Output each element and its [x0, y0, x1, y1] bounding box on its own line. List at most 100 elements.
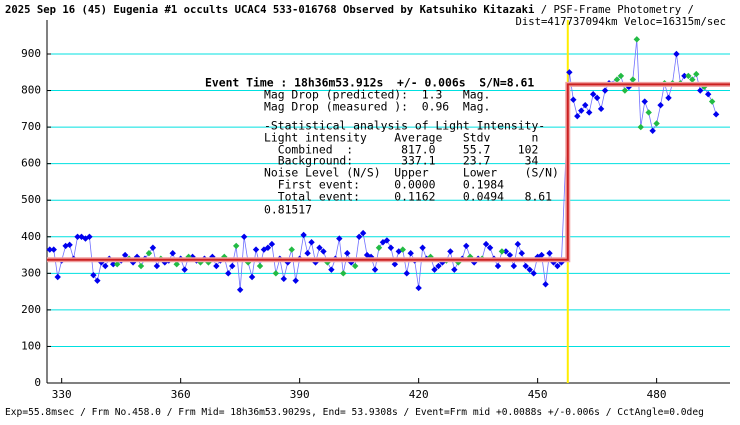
annotation: Noise Level (N/S) Upper Lower (S/N)	[264, 166, 559, 180]
data-point	[272, 270, 280, 277]
connector	[299, 234, 305, 259]
data-point	[359, 229, 367, 237]
y-tick-label: 200	[21, 303, 41, 316]
connector	[338, 238, 344, 274]
annotation: Combined : 817.0 55.7 102	[264, 143, 538, 157]
connector	[672, 53, 677, 84]
connector	[640, 101, 646, 128]
data-point	[601, 87, 609, 94]
connector	[291, 249, 297, 281]
data-point	[229, 262, 236, 270]
data-point	[657, 101, 664, 109]
data-point	[46, 246, 53, 253]
data-point	[213, 262, 220, 270]
data-point	[375, 244, 383, 251]
y-tick-label: 800	[21, 84, 41, 97]
data-point	[463, 242, 470, 250]
data-point	[589, 91, 597, 98]
y-tick-label: 600	[21, 157, 41, 170]
data-point	[435, 262, 442, 270]
y-tick-label: 900	[21, 47, 41, 60]
data-point	[308, 239, 315, 246]
data-point	[173, 260, 180, 268]
footer: Exp=55.8msec / Frm No.458.0 / Frm Mid= 1…	[5, 407, 704, 418]
data-point	[498, 248, 506, 255]
data-point	[582, 101, 589, 109]
data-point	[681, 72, 688, 80]
data-point	[542, 281, 549, 288]
data-point	[629, 76, 637, 83]
annotation: Mag Drop (predicted): 1.3 Mag.	[264, 88, 490, 102]
data-point	[74, 233, 81, 240]
connector	[231, 245, 237, 267]
data-point	[613, 76, 621, 83]
data-point	[236, 286, 244, 293]
data-point	[570, 96, 577, 103]
data-point	[344, 250, 351, 257]
data-point	[689, 76, 696, 83]
data-point	[558, 259, 565, 266]
connector	[53, 249, 59, 278]
data-point	[704, 91, 712, 98]
data-point	[300, 231, 307, 239]
connector	[251, 249, 257, 278]
data-point	[252, 246, 260, 253]
data-point	[114, 260, 121, 268]
chart-title-line: 2025 Sep 16 (45) Eugenia #1 occults UCAC…	[5, 4, 694, 16]
connector	[303, 234, 308, 254]
model-line	[47, 83, 730, 261]
y-tick-label: 300	[21, 266, 41, 279]
connector	[414, 260, 420, 289]
data-point	[566, 69, 573, 76]
data-point	[268, 240, 276, 248]
connector	[295, 258, 301, 281]
connector	[152, 247, 158, 267]
data-point	[149, 244, 157, 251]
data-point	[78, 233, 85, 240]
x-tick-label: 390	[290, 388, 310, 401]
data-point	[585, 109, 593, 116]
x-tick-label: 450	[528, 388, 548, 401]
data-point	[336, 235, 343, 242]
data-point	[641, 98, 648, 105]
data-point	[494, 262, 502, 270]
data-point	[530, 270, 537, 277]
data-point	[550, 259, 557, 266]
data-point	[145, 250, 153, 257]
data-point	[514, 240, 522, 248]
data-point	[415, 284, 422, 292]
data-point	[431, 266, 438, 273]
data-point	[617, 72, 625, 80]
y-tick-label: 400	[21, 230, 41, 243]
data-point	[387, 244, 395, 251]
connector	[334, 238, 340, 259]
data-point	[502, 248, 510, 255]
annotation: Light intensity Average Stdv n	[264, 131, 538, 145]
data-point	[240, 233, 248, 240]
connector	[572, 99, 578, 117]
connector	[57, 260, 63, 278]
data-point	[447, 248, 454, 255]
x-tick-label: 360	[171, 388, 191, 401]
x-tick-label: 420	[409, 388, 429, 401]
data-point	[153, 262, 161, 270]
data-point	[94, 277, 101, 284]
annotation: Event Time : 18h36m53.912s +/- 0.006s S/…	[205, 76, 534, 90]
data-point	[232, 242, 240, 250]
data-point	[526, 266, 533, 273]
data-point	[419, 244, 426, 251]
data-point	[506, 251, 514, 259]
annotation: First event: 0.0000 0.1984	[264, 178, 504, 192]
data-point	[121, 251, 129, 259]
y-tick-label: 700	[21, 120, 41, 133]
data-point	[50, 246, 57, 253]
data-point	[391, 260, 399, 268]
data-point	[110, 260, 117, 268]
data-point	[248, 273, 256, 281]
data-point	[685, 72, 692, 80]
connector	[96, 262, 102, 281]
data-point	[486, 244, 494, 251]
connector	[588, 94, 594, 113]
